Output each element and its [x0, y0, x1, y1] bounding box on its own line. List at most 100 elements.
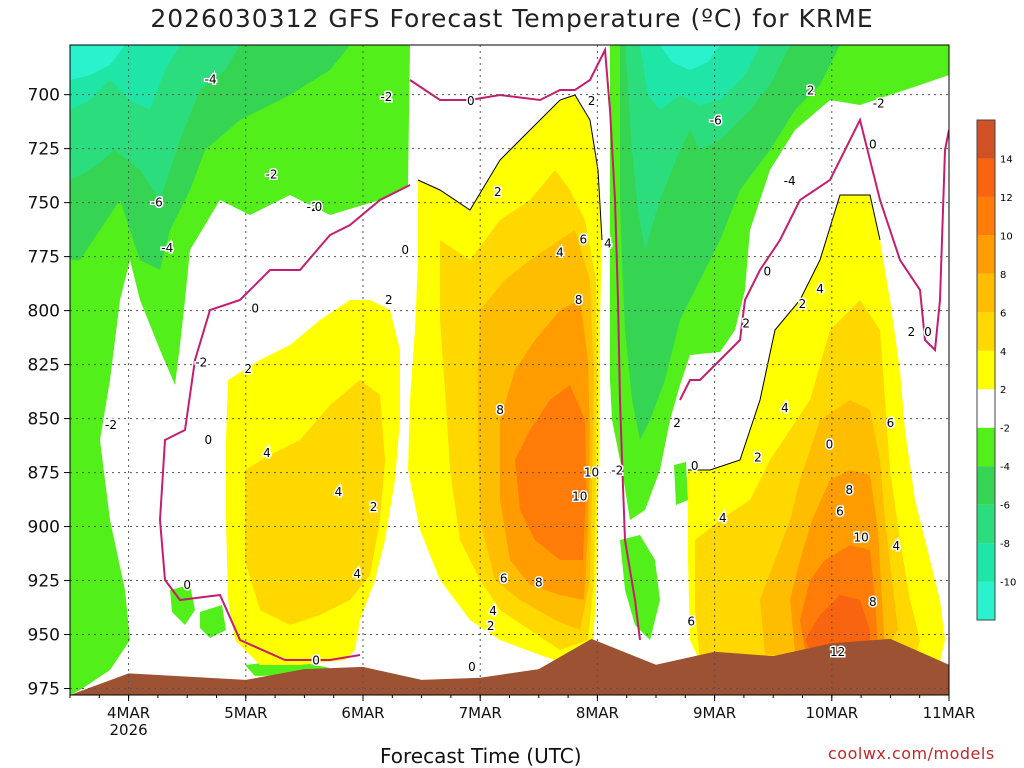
y-tick-label-875: 875	[28, 464, 60, 484]
contour-label-48: 0	[826, 438, 834, 452]
contour-label-8: 0	[315, 200, 323, 214]
contour-label-39: -2	[873, 96, 885, 110]
colorbar-label-4: -2	[1000, 424, 1010, 435]
y-tick-label-950: 950	[28, 626, 60, 646]
warm-pulse-1-plus4	[245, 380, 385, 625]
y-axis: 700 725 750 775 800 825 850 875 900 925 950 975	[28, 86, 70, 700]
x-tick-label-4MAR: 4MAR	[107, 704, 150, 722]
y-tick-label-775: 775	[28, 248, 60, 268]
contour-label-29: 0	[468, 660, 476, 674]
contour-label-35: 4	[353, 567, 361, 581]
contour-label-33: 4	[335, 485, 343, 499]
contour-label-59: 6	[687, 615, 695, 629]
contour-label-56: 10	[853, 530, 868, 544]
zero-contour-mid	[409, 46, 641, 641]
contour-label-38: -4	[784, 174, 796, 188]
warm-pulse-3-plus12	[805, 595, 870, 650]
contour-label-14: 0	[467, 94, 475, 108]
contour-label-12: 0	[183, 578, 191, 592]
contour-label-36: 2	[807, 83, 815, 97]
contour-label-21: 8	[496, 403, 504, 417]
colorbar-swatch-4	[977, 427, 995, 467]
x-tick-label-10MAR: 10MAR	[805, 704, 858, 722]
y-tick-label-825: 825	[28, 356, 60, 376]
contour-label-41: 0	[764, 265, 772, 279]
contour-line-pulse-2	[417, 94, 603, 241]
colorbar-swatch-5	[977, 389, 995, 428]
colorbar-label-2: -6	[1000, 501, 1010, 512]
colorbar-label-5: 2	[1000, 385, 1006, 396]
contour-label-11: 0	[204, 433, 212, 447]
cold-region-minus10-right	[660, 45, 720, 70]
colorbar-label-6: 4	[1000, 347, 1006, 358]
contour-label-23: 10	[572, 489, 587, 503]
contour-label-52: 6	[887, 416, 895, 430]
x-tick-label-11MAR: 11MAR	[923, 704, 976, 722]
x-tick-label-8MAR: 8MAR	[576, 704, 619, 722]
contour-lines	[158, 46, 949, 661]
x-tick-label-7MAR: 7MAR	[459, 704, 502, 722]
colorbar-swatch-7	[977, 312, 995, 351]
colorbar-swatch-11	[977, 158, 995, 197]
colorbar-label-8: 8	[1000, 270, 1006, 281]
cold-patch-low-mid-2	[674, 462, 688, 505]
contour-label-43: 4	[816, 282, 824, 296]
colorbar-swatch-8	[977, 273, 995, 313]
contour-label-47: 2	[673, 416, 681, 430]
temperature-field	[70, 45, 949, 695]
source-credit: coolwx.com/models	[828, 744, 995, 763]
contour-label-27: 4	[489, 604, 497, 618]
y-tick-label-750: 750	[28, 194, 60, 214]
plot-frame	[69, 44, 950, 696]
contour-label-19: 2	[494, 185, 502, 199]
y-tick-label-925: 925	[28, 572, 60, 592]
contour-label-1: -2	[266, 168, 278, 182]
contour-label-54: 8	[846, 483, 854, 497]
zero-contour-left	[158, 184, 411, 661]
contour-label-49: 2	[754, 450, 762, 464]
cold-region-minus6-left	[70, 45, 240, 200]
contour-label-50: 0	[691, 459, 699, 473]
contour-label-5: -4	[161, 241, 173, 255]
contour-label-53: 4	[719, 511, 727, 525]
colorbar-swatch-3	[977, 466, 995, 505]
colorbar-label-9: 10	[1000, 231, 1013, 242]
y-tick-label-900: 900	[28, 518, 60, 538]
contour-label-46: 0	[924, 325, 932, 339]
x-tick-label-9MAR: 9MAR	[693, 704, 736, 722]
contour-line-pulse-3	[688, 194, 881, 471]
colorbar-swatch-0	[977, 581, 995, 620]
contour-label-37: -6	[710, 114, 722, 128]
cold-region-minus10-left	[70, 45, 125, 80]
colorbar-label-11: 14	[1000, 154, 1013, 165]
contour-label-9: 0	[251, 301, 259, 315]
cold-patch-low-mid	[620, 535, 660, 640]
x-tick-sublabel-4MAR: 2026	[110, 721, 148, 739]
contour-label-57: 4	[892, 539, 900, 553]
y-tick-label-725: 725	[28, 140, 60, 160]
contour-label-3: -2	[380, 90, 392, 104]
colorbar-swatch-1	[977, 543, 995, 582]
contour-label-0: -4	[205, 73, 217, 87]
contour-label-15: 2	[588, 94, 596, 108]
x-tick-label-6MAR: 6MAR	[341, 704, 384, 722]
colorbar: -10 -8 -6 -4 -2 2 4 6 8 10 12 14	[976, 119, 1016, 621]
colorbar-label-3: -4	[1000, 462, 1010, 473]
contour-label-13: 0	[312, 653, 320, 667]
y-tick-label-800: 800	[28, 302, 60, 322]
chart-title: 2026030312 GFS Forecast Temperature (ºC)…	[150, 4, 874, 33]
colorbar-swatch-10	[977, 196, 995, 236]
contour-label-26: 8	[535, 576, 543, 590]
y-tick-label-700: 700	[28, 86, 60, 106]
contour-label-17: 4	[556, 245, 564, 259]
contour-label-45: 2	[908, 325, 916, 339]
colorbar-label-10: 12	[1000, 193, 1013, 204]
x-axis-title: Forecast Time (UTC)	[380, 744, 582, 768]
contour-label-42: 2	[799, 297, 807, 311]
contour-label-10: 0	[401, 243, 409, 257]
contour-label-4: -6	[151, 196, 163, 210]
cold-region-minus8-right	[640, 45, 760, 110]
